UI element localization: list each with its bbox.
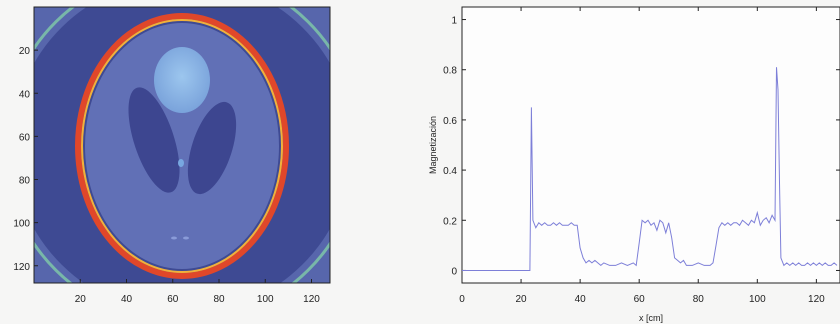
y-axis-label: Magnetización — [428, 116, 438, 174]
image-x-tick-label: 40 — [121, 294, 133, 305]
plot-y-tick-label: 0.2 — [443, 216, 457, 227]
plot-x-tick-label: 60 — [634, 294, 646, 305]
image-x-tick-label: 20 — [75, 294, 87, 305]
small-spot — [178, 159, 184, 167]
image-x-tick-label: 80 — [213, 294, 225, 305]
series-line — [462, 67, 838, 271]
x-axis-label: x [cm] — [639, 313, 663, 323]
skull-ring-outer — [75, 13, 289, 279]
image-y-tick-label: 80 — [19, 176, 31, 187]
plot-y-tick-label: 0.4 — [443, 166, 457, 177]
plot-frame — [461, 6, 840, 284]
plot-y-tick-label: 1 — [451, 16, 457, 27]
image-x-tick-label: 60 — [167, 294, 179, 305]
image-axis-ticks: 20 40 60 80 100 120 20 40 60 80 100 120 — [13, 46, 320, 305]
image-y-tick-label: 120 — [13, 262, 30, 273]
bright-disc — [154, 47, 210, 113]
image-x-tick-label: 120 — [303, 294, 320, 305]
plot-x-tick-label: 100 — [749, 294, 766, 305]
plot-y-tick-label: 0.6 — [443, 116, 457, 127]
image-y-tick-label: 40 — [19, 89, 31, 100]
plot-x-tick-label: 120 — [808, 294, 825, 305]
plot-y-tick-label: 0.8 — [443, 66, 457, 77]
plot-x-tick-label: 40 — [575, 294, 587, 305]
image-y-tick-label: 20 — [19, 46, 31, 57]
dark-lobe-left — [128, 87, 180, 193]
plot-axis-ticks: 0 20 40 60 80 100 120 0 0.2 0.4 0.6 0.8 1 — [443, 7, 840, 305]
faint-spot-2 — [183, 236, 189, 240]
image-x-tick-label: 100 — [257, 294, 274, 305]
image-y-tick-label: 60 — [19, 132, 31, 143]
plot-y-tick-label: 0 — [451, 266, 457, 277]
plot-x-tick-label: 20 — [516, 294, 528, 305]
phantom-image — [34, 7, 330, 283]
skull-ring-inner — [81, 19, 283, 273]
image-frame — [33, 6, 331, 284]
plot-x-tick-label: 80 — [693, 294, 705, 305]
plot-x-tick-label: 0 — [459, 294, 465, 305]
faint-spot-1 — [171, 236, 177, 240]
dark-lobe-right — [187, 101, 237, 195]
image-y-tick-label: 100 — [13, 219, 30, 230]
brain-region — [85, 23, 279, 269]
